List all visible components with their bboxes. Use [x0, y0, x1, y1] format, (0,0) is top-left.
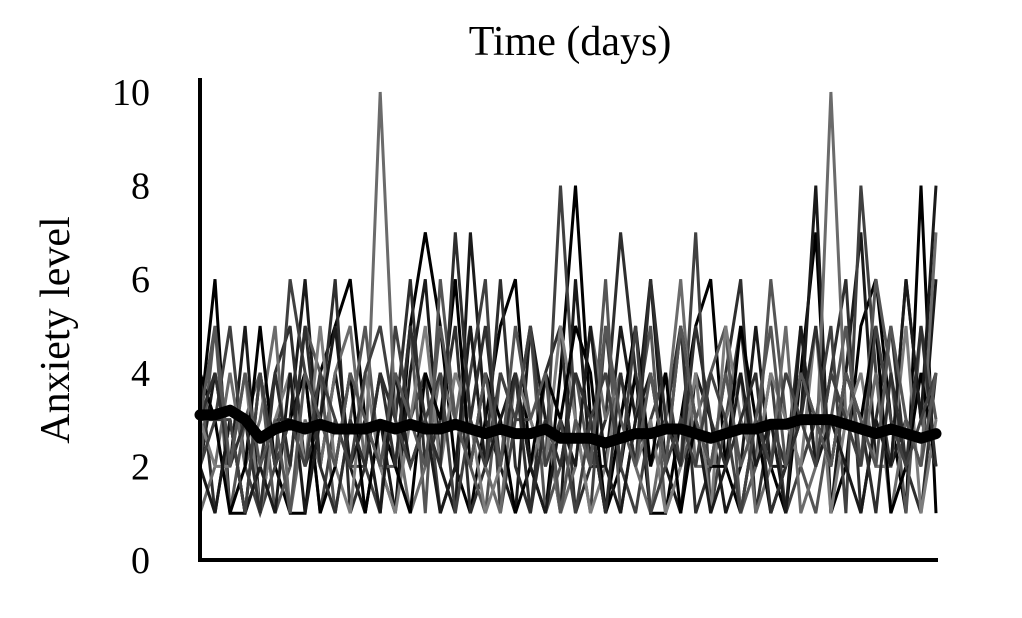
series-layer: [194, 91, 942, 519]
y-tick-label: 4: [131, 353, 150, 395]
chart-title: Time (days): [468, 19, 672, 65]
y-tick-label: 0: [131, 540, 150, 582]
mean-series-line: [194, 404, 942, 449]
y-tick-label: 2: [131, 446, 150, 488]
series-line-6: [198, 91, 938, 514]
series-line-10: [198, 232, 938, 514]
series-line-4: [200, 185, 938, 519]
y-tick-label: 8: [131, 166, 150, 208]
axis-layer: [198, 78, 938, 562]
y-tick-label: 6: [131, 259, 150, 301]
y-tick-labels: 0 2 4 6 8 10: [112, 72, 150, 582]
y-tick-label: 10: [112, 72, 150, 114]
